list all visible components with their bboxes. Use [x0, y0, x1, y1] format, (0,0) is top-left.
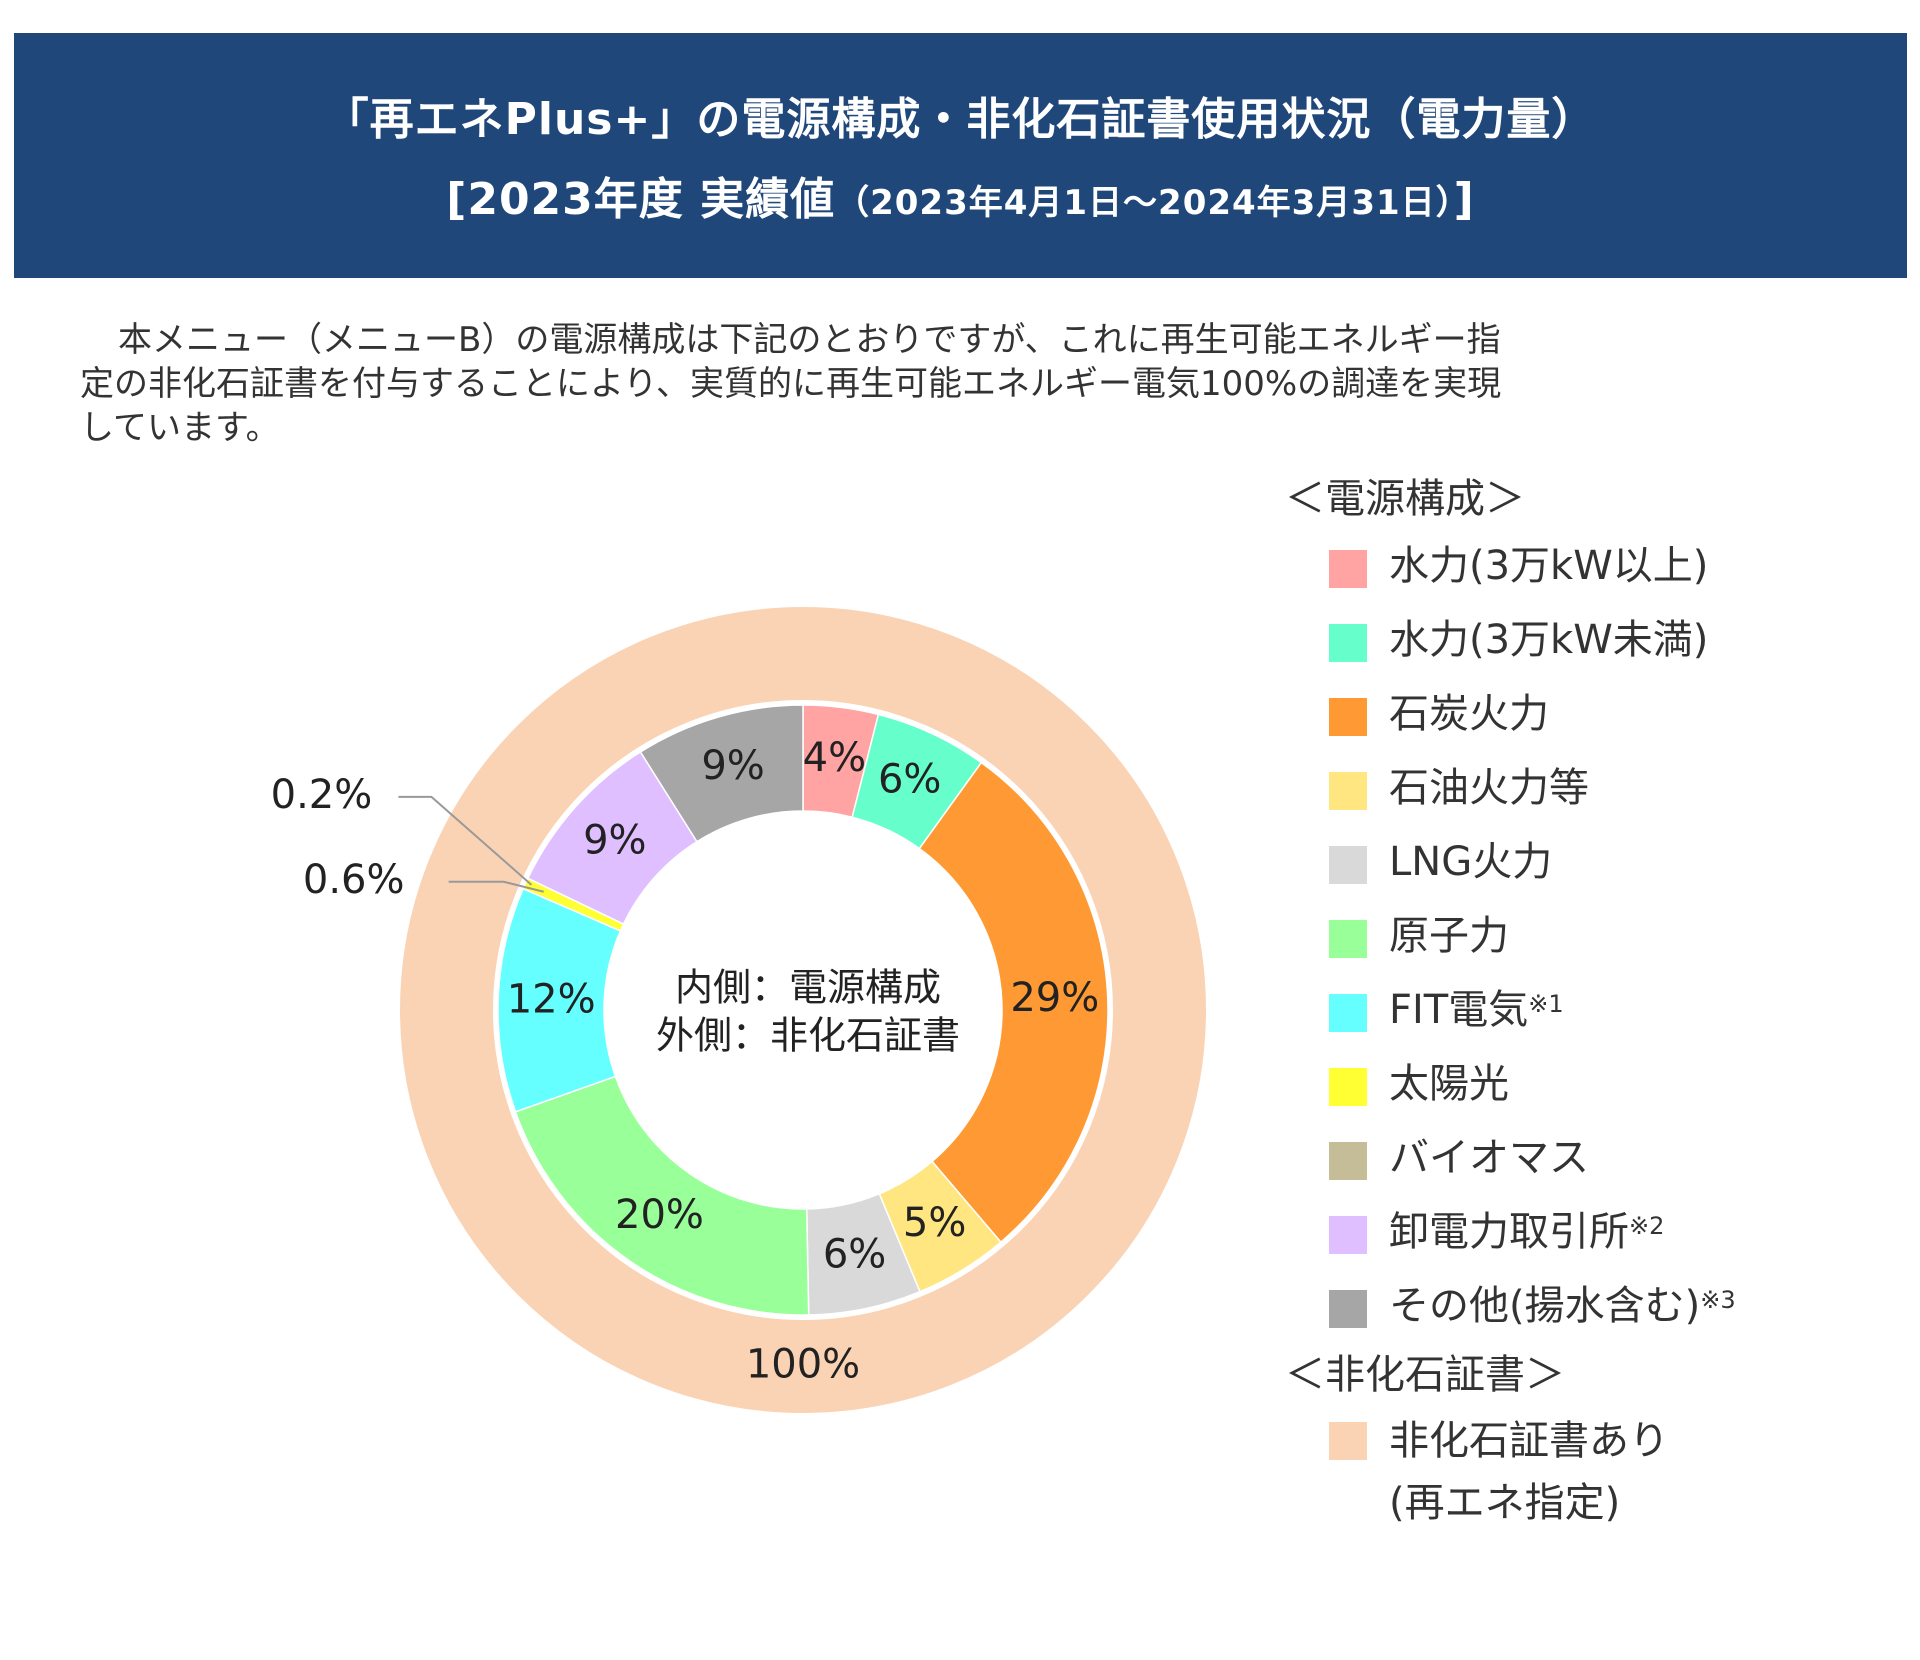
legend-label: 水力(3万kW以上)	[1389, 540, 1708, 592]
legend-item-cert: 非化石証書あり (再エネ指定)	[1285, 1406, 1905, 1536]
legend-label-text: 石油火力等	[1389, 765, 1589, 811]
legend-footnote-mark: ※2	[1629, 1212, 1665, 1240]
callout-line	[398, 795, 533, 886]
legend-heading-cert: ＜非化石証書＞	[1285, 1352, 1565, 1398]
chart-title: 「再エネPlus+」の電源構成・非化石証書使用状況（電力量）	[324, 94, 1597, 145]
legend-footnote-mark: ※3	[1700, 1286, 1736, 1314]
description: 本メニュー（メニューB）の電源構成は下記のとおりですが、これに再生可能エネルギー…	[80, 318, 1830, 450]
legend: ＜電源構成＞ 水力(3万kW以上) 水力(3万kW未満) 石炭火力石油火力等 LNG火…	[1285, 468, 1905, 1536]
legend-item: 卸電力取引所※2	[1285, 1196, 1905, 1270]
legend-item: 太陽光	[1285, 1048, 1905, 1122]
legend-label-text: その他(揚水含む)	[1389, 1283, 1701, 1329]
description-line-3: しています。	[80, 408, 280, 448]
legend-label-text: 卸電力取引所	[1389, 1209, 1629, 1255]
donut-chart: 100% 4% 6% 29% 5% 6% 20% 12% 9% 9% 0.6% 0.2% 内側：電源構成…	[271, 607, 1206, 1413]
legend-footnote-mark: ※1	[1528, 990, 1564, 1018]
inner-data-label: 6%	[823, 1232, 886, 1278]
legend-label: 太陽光	[1389, 1058, 1509, 1110]
inner-slice	[514, 1075, 810, 1316]
legend-label: バイオマス	[1389, 1132, 1589, 1184]
inner-slice	[639, 704, 804, 843]
outer-data-label: 100%	[746, 1342, 860, 1388]
legend-label-text: 水力(3万kW以上)	[1389, 543, 1709, 589]
legend-item: LNG火力	[1285, 826, 1905, 900]
inner-data-label: 5%	[903, 1200, 966, 1246]
legend-label: 石炭火力	[1389, 688, 1549, 740]
legend-label: 石油火力等	[1389, 762, 1589, 814]
legend-item: 石油火力等	[1285, 752, 1905, 826]
center-label: 内側：電源構成	[675, 966, 941, 1010]
legend-swatch	[1329, 1068, 1367, 1106]
inner-data-label: 4%	[803, 735, 866, 781]
inner-data-label: 29%	[1010, 975, 1099, 1021]
legend-label: FIT電気※1	[1389, 984, 1564, 1036]
legend-heading-mix: ＜電源構成＞	[1285, 476, 1525, 522]
inner-data-label: 12%	[507, 976, 596, 1022]
inner-data-label: 9%	[701, 743, 764, 789]
legend-swatch	[1329, 1142, 1367, 1180]
subtitle-period: （2023年4月1日～2024年3月31日）	[835, 183, 1454, 223]
legend-label: その他(揚水含む)※3	[1389, 1280, 1736, 1332]
legend-label: 水力(3万kW未満)	[1389, 614, 1708, 666]
subtitle-end: ]	[1453, 174, 1475, 225]
legend-label-text: FIT電気	[1389, 987, 1529, 1033]
legend-item: 原子力	[1285, 900, 1905, 974]
legend-swatch	[1329, 1290, 1367, 1328]
legend-label-text: 太陽光	[1389, 1061, 1509, 1107]
legend-swatch	[1329, 772, 1367, 810]
legend-swatch	[1329, 1216, 1367, 1254]
legend-item: バイオマス	[1285, 1122, 1905, 1196]
legend-item: 水力(3万kW以上)	[1285, 530, 1905, 604]
subtitle-main: [2023年度 実績値	[446, 174, 836, 225]
legend-swatch	[1329, 920, 1367, 958]
title-banner: 「再エネPlus+」の電源構成・非化石証書使用状況（電力量） [2023年度 実…	[14, 33, 1907, 278]
description-line-2: 定の非化石証書を付与することにより、実質的に再生可能エネルギー電気100%の調達…	[80, 364, 1502, 404]
legend-label-cert-line1: 非化石証書あり	[1389, 1418, 1669, 1464]
inner-slice	[918, 761, 1109, 1244]
legend-label-text: 水力(3万kW未満)	[1389, 617, 1709, 663]
legend-swatch-cert	[1329, 1422, 1367, 1460]
legend-label-text: バイオマス	[1389, 1135, 1589, 1181]
inner-data-label: 6%	[878, 757, 941, 803]
inner-data-label: 20%	[615, 1192, 704, 1238]
legend-swatch	[1329, 550, 1367, 588]
legend-label: 原子力	[1389, 910, 1509, 962]
description-line-1: 本メニュー（メニューB）の電源構成は下記のとおりですが、これに再生可能エネルギー…	[118, 320, 1501, 360]
legend-item: その他(揚水含む)※3	[1285, 1270, 1905, 1344]
legend-label-cert: 非化石証書あり (再エネ指定)	[1389, 1410, 1669, 1534]
legend-swatch	[1329, 624, 1367, 662]
legend-swatch	[1329, 994, 1367, 1032]
legend-label-text: LNG火力	[1389, 839, 1553, 885]
center-label: 外側：非化石証書	[656, 1014, 960, 1058]
chart-subtitle: [2023年度 実績値（2023年4月1日～2024年3月31日）]	[14, 163, 1907, 227]
legend-swatch	[1329, 698, 1367, 736]
legend-item: FIT電気※1	[1285, 974, 1905, 1048]
legend-label-cert-line2: (再エネ指定)	[1389, 1480, 1621, 1526]
legend-item: 石炭火力	[1285, 678, 1905, 752]
legend-item: 水力(3万kW未満)	[1285, 604, 1905, 678]
callout-line	[448, 880, 544, 893]
legend-label: LNG火力	[1389, 836, 1552, 888]
outer-ring-slice	[400, 607, 1206, 1413]
inner-data-label: 9%	[583, 817, 646, 863]
legend-label: 卸電力取引所※2	[1389, 1206, 1664, 1258]
legend-label-text: 石炭火力	[1389, 691, 1549, 737]
legend-items: 水力(3万kW以上) 水力(3万kW未満) 石炭火力石油火力等 LNG火力原子力 FIT…	[1285, 530, 1905, 1344]
legend-label-text: 原子力	[1389, 913, 1509, 959]
callout-label: 0.6%	[303, 857, 405, 903]
callout-label: 0.2%	[271, 772, 373, 818]
legend-swatch	[1329, 846, 1367, 884]
